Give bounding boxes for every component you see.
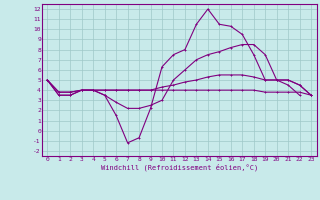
X-axis label: Windchill (Refroidissement éolien,°C): Windchill (Refroidissement éolien,°C) (100, 163, 258, 171)
